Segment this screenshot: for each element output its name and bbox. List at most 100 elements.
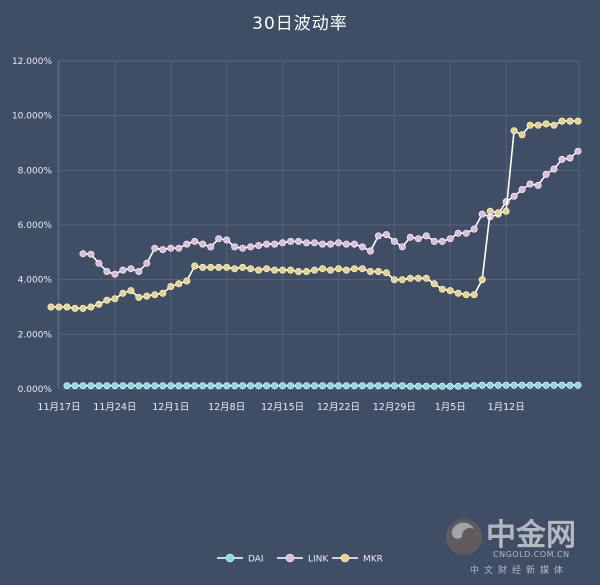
data-point	[414, 382, 422, 390]
data-point	[111, 295, 119, 303]
legend-marker-icon	[225, 553, 235, 563]
data-point	[358, 382, 366, 390]
data-point	[518, 381, 526, 389]
data-point	[510, 127, 518, 135]
data-point	[398, 243, 406, 251]
data-point	[350, 240, 358, 248]
data-point	[302, 239, 310, 247]
data-point	[183, 240, 191, 248]
data-point	[542, 170, 550, 178]
data-point	[438, 237, 446, 245]
data-point	[151, 291, 159, 299]
y-tick-label: 2.000%	[18, 330, 53, 340]
data-point	[494, 209, 502, 217]
data-point	[542, 120, 550, 128]
data-point	[143, 292, 151, 300]
data-point	[231, 243, 239, 251]
data-point	[271, 382, 279, 390]
data-point	[334, 382, 342, 390]
data-point	[382, 382, 390, 390]
data-point	[239, 263, 247, 271]
grid-lines	[57, 60, 580, 390]
data-point	[287, 266, 295, 274]
data-point	[414, 235, 422, 243]
data-point	[263, 382, 271, 390]
data-point	[294, 382, 302, 390]
data-point	[223, 236, 231, 244]
data-point	[135, 293, 143, 301]
data-point	[526, 381, 534, 389]
data-point	[334, 239, 342, 247]
data-point	[119, 289, 127, 297]
data-point	[111, 270, 119, 278]
data-point	[294, 267, 302, 275]
data-point	[534, 121, 542, 129]
data-point	[566, 154, 574, 162]
data-point	[127, 287, 135, 295]
data-point	[534, 381, 542, 389]
x-axis-ticks: 11月17日 11月24日 12月1日 12月8日 12月15日 12月22日 12月29日…	[37, 402, 524, 413]
data-point	[470, 382, 478, 390]
data-point	[350, 382, 358, 390]
data-point	[302, 382, 310, 390]
data-point	[318, 265, 326, 273]
data-point	[310, 239, 318, 247]
data-point	[342, 382, 350, 390]
data-point	[558, 117, 566, 125]
watermark-tagline: 中文财经新媒体	[470, 564, 568, 576]
data-point	[223, 263, 231, 271]
legend-label: LINK	[308, 555, 329, 565]
data-point	[390, 382, 398, 390]
data-point	[390, 237, 398, 245]
data-point	[143, 382, 151, 390]
data-point	[374, 382, 382, 390]
data-point	[454, 229, 462, 237]
data-point	[71, 382, 79, 390]
data-point	[342, 266, 350, 274]
data-point	[95, 300, 103, 308]
x-tick-label: 1月5日	[435, 402, 466, 413]
x-tick-label: 12月29日	[373, 402, 416, 413]
data-point	[79, 304, 87, 312]
data-point	[71, 304, 79, 312]
data-point	[199, 240, 207, 248]
data-point	[143, 259, 151, 267]
watermark-brand-en: CNGOLD.COM.CN	[493, 550, 570, 559]
data-point	[95, 382, 103, 390]
data-point	[55, 303, 63, 311]
y-tick-label: 12.000%	[12, 57, 52, 67]
data-point	[366, 267, 374, 275]
data-point	[486, 207, 494, 215]
data-point	[382, 231, 390, 239]
data-point	[574, 117, 582, 125]
data-point	[239, 382, 247, 390]
data-point	[566, 117, 574, 125]
data-point	[374, 267, 382, 275]
data-point	[446, 382, 454, 390]
data-point	[135, 267, 143, 275]
data-point	[247, 265, 255, 273]
legend-label: DAI	[248, 555, 264, 565]
data-point	[502, 381, 510, 389]
data-point	[558, 381, 566, 389]
data-point	[239, 244, 247, 252]
data-point	[502, 207, 510, 215]
data-point	[231, 265, 239, 273]
data-point	[366, 382, 374, 390]
data-point	[382, 269, 390, 277]
watermark-brand-cn: 中金网	[486, 518, 576, 553]
data-point	[406, 233, 414, 241]
data-point	[446, 235, 454, 243]
data-point	[119, 382, 127, 390]
data-point	[350, 265, 358, 273]
legend-marker-icon	[285, 553, 295, 563]
legend-marker-icon	[340, 553, 350, 563]
data-point	[398, 382, 406, 390]
data-point	[318, 240, 326, 248]
legend: DAI LINK MKR	[217, 553, 383, 565]
data-point	[175, 244, 183, 252]
data-point	[159, 382, 167, 390]
data-point	[255, 266, 263, 274]
y-tick-label: 8.000%	[18, 166, 53, 176]
